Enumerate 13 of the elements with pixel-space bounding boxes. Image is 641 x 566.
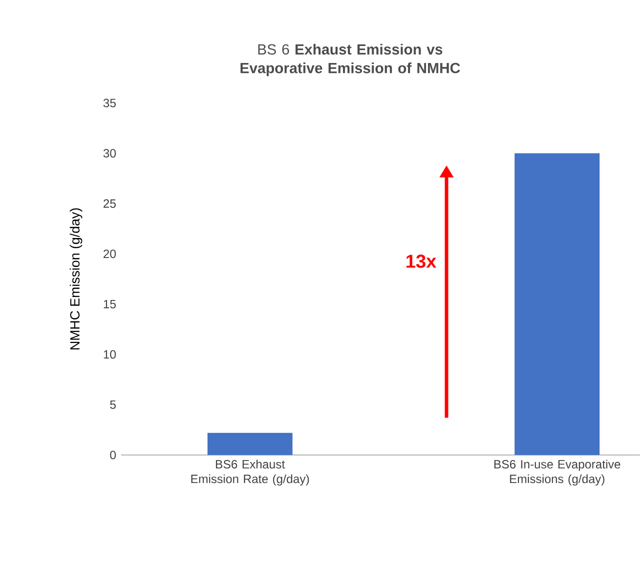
y-tick-label: 15 bbox=[104, 300, 116, 308]
x-tick-label: BS6 Exhaust Emission Rate (g/day) bbox=[191, 460, 309, 486]
y-tick-label: 20 bbox=[104, 250, 116, 258]
y-tick-label: 35 bbox=[103, 98, 116, 108]
chart-title: BS 6 Exhaust Emission vs Evaporative Emission of NMHC bbox=[240, 44, 460, 76]
y-axis-title: NMHC Emission (g/day) bbox=[70, 208, 82, 350]
y-tick-label: 5 bbox=[110, 400, 116, 409]
annotation: 13x bbox=[406, 254, 436, 268]
y-tick-label: 25 bbox=[104, 199, 116, 208]
y-tick-label: 0 bbox=[110, 450, 116, 460]
x-tick-label: BS6 In-use Evaporative Emissions (g/day) bbox=[494, 460, 620, 486]
y-tick-label: 30 bbox=[103, 149, 116, 158]
y-tick-label: 10 bbox=[104, 350, 116, 359]
